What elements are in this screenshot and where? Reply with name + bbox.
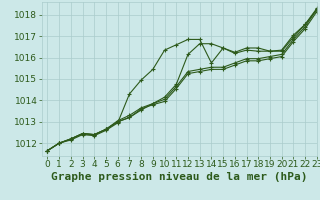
X-axis label: Graphe pression niveau de la mer (hPa): Graphe pression niveau de la mer (hPa) [51, 172, 308, 182]
